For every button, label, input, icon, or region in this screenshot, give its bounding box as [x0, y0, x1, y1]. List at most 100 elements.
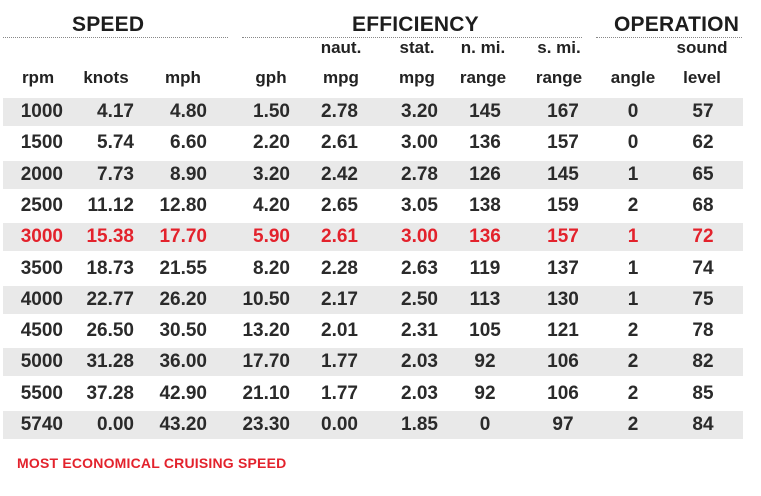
- cell-knots: 0.00: [97, 414, 134, 435]
- cell-stat-mpg: 2.50: [401, 288, 438, 310]
- cell-mph: 42.90: [159, 382, 207, 404]
- cell-nmi-range: 105: [469, 320, 501, 342]
- cell-gph: 21.10: [242, 382, 290, 404]
- cell-naut-mpg: 2.28: [321, 257, 358, 279]
- cell-mph: 30.50: [159, 320, 207, 342]
- cell-rpm: 5740: [20, 414, 63, 435]
- header-naut-mpg-line1: naut.: [320, 38, 362, 57]
- cell-angle: 0: [627, 132, 639, 154]
- table-row: 1000 4.17 4.80 1.50 2.78 3.20 145 167 0 57: [3, 98, 743, 126]
- cell-gph: 1.50: [253, 101, 290, 122]
- cell-gph: 2.20: [253, 132, 290, 154]
- cell-mph: 26.20: [159, 288, 207, 310]
- cell-knots: 31.28: [86, 351, 134, 373]
- cell-smi-range: 137: [547, 257, 579, 279]
- cell-sound: 85: [692, 382, 714, 404]
- cell-rpm: 1000: [20, 101, 63, 122]
- cell-gph: 23.30: [242, 414, 290, 435]
- cell-angle: 1: [627, 257, 639, 279]
- cell-mph: 43.20: [159, 414, 207, 435]
- cell-mph: 4.80: [170, 101, 207, 122]
- cell-smi-range: 121: [547, 320, 579, 342]
- group-title-speed: SPEED: [72, 13, 145, 36]
- cell-rpm: 5500: [20, 382, 63, 404]
- cell-nmi-range: 92: [474, 351, 496, 373]
- cell-naut-mpg: 2.78: [321, 101, 358, 122]
- table-row: 5740 0.00 43.20 23.30 0.00 1.85 0 97 2 84: [3, 411, 743, 439]
- cell-nmi-range: 0: [479, 414, 491, 435]
- cell-nmi-range: 136: [469, 132, 501, 154]
- cell-naut-mpg: 2.01: [321, 320, 358, 342]
- cell-sound: 84: [692, 414, 714, 435]
- cell-knots: 4.17: [97, 101, 134, 122]
- table-row: 3500 18.73 21.55 8.20 2.28 2.63 119 137 1 74: [3, 255, 743, 283]
- group-title-operation: OPERATION: [614, 13, 740, 36]
- table-row: 4000 22.77 26.20 10.50 2.17 2.50 113 130 1 75: [3, 285, 743, 314]
- cell-knots: 15.38: [86, 226, 134, 248]
- cell-knots: 37.28: [86, 382, 134, 404]
- table-row: 1500 5.74 6.60 2.20 2.61 3.00 136 157 0 62: [3, 129, 743, 157]
- cell-rpm: 4500: [20, 320, 63, 342]
- cell-stat-mpg: 2.78: [401, 163, 438, 185]
- cell-angle: 2: [627, 414, 639, 435]
- cell-stat-mpg: 1.85: [401, 414, 438, 435]
- header-nmi-range-line1: n. mi.: [460, 38, 506, 57]
- cell-angle: 1: [627, 163, 639, 185]
- header-sound-line2: level: [683, 68, 721, 87]
- legend-note: MOST ECONOMICAL CRUISING SPEED: [17, 455, 287, 471]
- group-title-efficiency: EFFICIENCY: [352, 13, 479, 36]
- cell-sound: 68: [692, 194, 714, 216]
- cell-smi-range: 106: [547, 351, 579, 373]
- cell-sound: 72: [692, 226, 714, 248]
- cell-smi-range: 159: [547, 194, 579, 216]
- cell-rpm: 2000: [20, 163, 63, 185]
- cell-stat-mpg: 2.63: [401, 257, 438, 279]
- cell-stat-mpg: 2.03: [401, 351, 438, 373]
- cell-rpm: 3000: [20, 226, 63, 248]
- cell-nmi-range: 145: [469, 101, 501, 122]
- cell-mph: 6.60: [170, 132, 207, 154]
- cell-angle: 1: [627, 226, 639, 248]
- cell-nmi-range: 92: [474, 382, 496, 404]
- divider-operation: [596, 37, 742, 38]
- cell-nmi-range: 113: [469, 288, 501, 310]
- cell-smi-range: 145: [547, 163, 579, 185]
- header-naut-mpg-line2: mpg: [323, 68, 359, 87]
- cell-gph: 8.20: [253, 257, 290, 279]
- table-row: 4500 26.50 30.50 13.20 2.01 2.31 105 121 2 78: [3, 317, 743, 345]
- cell-nmi-range: 138: [469, 194, 501, 216]
- cell-sound: 65: [692, 163, 714, 185]
- cell-stat-mpg: 2.03: [401, 382, 438, 404]
- cell-mph: 21.55: [159, 257, 207, 279]
- cell-knots: 22.77: [86, 288, 134, 310]
- cell-smi-range: 97: [552, 414, 574, 435]
- cell-angle: 2: [627, 320, 639, 342]
- cell-gph: 17.70: [242, 351, 290, 373]
- divider-speed: [3, 37, 228, 38]
- header-nmi-range-line2: range: [459, 68, 507, 87]
- cell-sound: 62: [692, 132, 714, 154]
- header-rpm: rpm: [21, 68, 55, 87]
- cell-mph: 36.00: [159, 351, 207, 373]
- cell-gph: 4.20: [253, 194, 290, 216]
- cell-mph: 12.80: [159, 194, 207, 216]
- divider-efficiency: [242, 37, 582, 38]
- header-gph: gph: [255, 68, 287, 87]
- cell-rpm: 5000: [20, 351, 63, 373]
- cell-smi-range: 167: [547, 101, 579, 122]
- cell-smi-range: 157: [547, 226, 579, 248]
- header-smi-range-line2: range: [535, 68, 583, 87]
- cell-knots: 11.12: [87, 194, 135, 216]
- header-angle: angle: [610, 68, 656, 87]
- cell-naut-mpg: 1.77: [321, 382, 358, 404]
- cell-naut-mpg: 1.77: [321, 351, 358, 373]
- cell-knots: 5.74: [97, 132, 134, 154]
- cell-naut-mpg: 2.65: [321, 194, 358, 216]
- header-stat-mpg-line1: stat.: [399, 38, 435, 57]
- cell-stat-mpg: 3.05: [401, 194, 438, 216]
- cell-sound: 75: [692, 288, 714, 310]
- cell-knots: 26.50: [86, 320, 134, 342]
- cell-rpm: 2500: [20, 194, 63, 216]
- cell-smi-range: 130: [547, 288, 579, 310]
- cell-gph: 5.90: [253, 226, 290, 248]
